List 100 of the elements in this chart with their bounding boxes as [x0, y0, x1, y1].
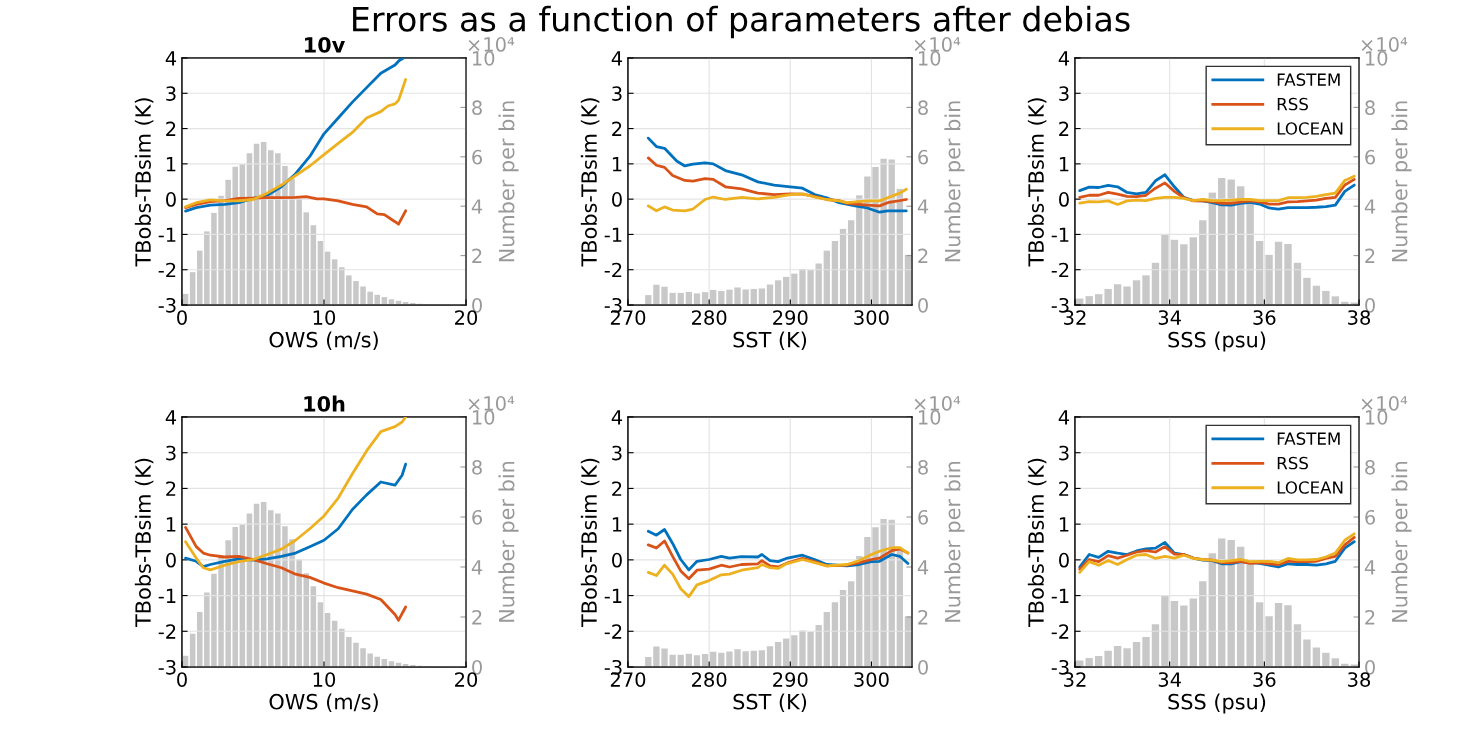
y-tick-label: 2 — [612, 121, 622, 136]
y-tick-label: 4 — [1058, 51, 1070, 66]
x-axis-title: OWS (m/s) — [269, 331, 378, 351]
y-tick-label: 2 — [612, 481, 622, 496]
x-axis-title: OWS (m/s) — [269, 693, 378, 713]
y-tick-label: -1 — [1051, 588, 1069, 603]
y2-tick-label: 8 — [472, 100, 482, 116]
y-tick-label: 1 — [612, 157, 622, 172]
y-tick-label: -1 — [158, 227, 176, 242]
y2-tick-label: 4 — [1364, 199, 1376, 214]
x-tick-label: 10 — [313, 672, 336, 687]
y2-tick-label: 6 — [1365, 149, 1376, 165]
legend-label: LOCEAN — [1277, 481, 1343, 494]
y2-axis-title: Number per bin — [944, 461, 965, 622]
y-tick-label: -3 — [158, 297, 176, 313]
x-axis-title: SSS (psu) — [1168, 331, 1266, 352]
y2-axis-title: Number per bin — [944, 101, 965, 262]
y-axis-title: TBobs-TBsim (K) — [134, 458, 154, 628]
y2-tick-label: 8 — [1365, 459, 1375, 475]
x-tick-label: 36 — [1253, 310, 1276, 325]
y-tick-label: -2 — [158, 262, 176, 278]
y2-tick-label: 8 — [918, 100, 928, 116]
y2-tick-label: 0 — [918, 297, 928, 313]
legend-label: FASTEM — [1277, 432, 1340, 445]
x-tick-label: 300 — [854, 672, 889, 687]
y2-tick-label: 6 — [1365, 509, 1376, 525]
y2-tick-label: 10 — [473, 409, 495, 425]
y-axis-title: TBobs-TBsim (K) — [1027, 98, 1047, 267]
x-tick-label: 34 — [1158, 310, 1181, 325]
x-axis-title: SSS (psu) — [1168, 693, 1266, 714]
text: ×10⁴ — [1361, 396, 1408, 411]
y2-axis-title: Number per bin — [1391, 461, 1412, 622]
legend-label: RSS — [1277, 97, 1308, 111]
y2-tick-label: 2 — [472, 248, 482, 263]
y2-tick-label: 8 — [918, 459, 928, 475]
y-axis-title: TBobs-TBsim (K) — [1027, 458, 1047, 628]
text: ×10⁴ — [914, 396, 961, 411]
x-tick-label: 10 — [313, 310, 336, 325]
y2-tick-label: 2 — [918, 609, 928, 625]
y-tick-label: 3 — [1059, 86, 1069, 101]
y-tick-label: 3 — [166, 86, 176, 101]
y2-tick-label: 4 — [471, 560, 483, 575]
y-tick-label: 4 — [611, 51, 623, 66]
y-tick-label: -2 — [1051, 624, 1069, 639]
y-tick-label: 4 — [611, 410, 623, 425]
x-tick-label: 280 — [692, 672, 727, 687]
y-axis-title: TBobs-TBsim (K) — [580, 458, 600, 628]
x-tick-label: 290 — [773, 672, 808, 687]
y-tick-label: 1 — [166, 157, 176, 172]
y2-tick-label: 6 — [918, 509, 929, 525]
y2-tick-label: 2 — [1365, 609, 1375, 625]
x-tick-label: 36 — [1253, 672, 1276, 687]
y2-axis-title: Number per bin — [498, 101, 519, 262]
text: ×10⁴ — [1361, 37, 1408, 52]
y-tick-label: -3 — [158, 659, 176, 675]
y-tick-label: -2 — [158, 624, 176, 639]
text: ×10⁴ — [914, 37, 961, 52]
y-tick-label: 1 — [166, 517, 176, 532]
x-axis-title: SST (K) — [733, 693, 807, 713]
y-tick-label: 0 — [166, 552, 176, 568]
y-tick-label: 0 — [612, 192, 622, 207]
y-tick-label: 3 — [612, 86, 622, 101]
y-tick-label: -2 — [604, 624, 622, 639]
y2-tick-label: 2 — [1365, 248, 1375, 263]
y-tick-label: 2 — [166, 481, 176, 496]
x-tick-label: 0 — [177, 672, 187, 687]
y-tick-label: 1 — [612, 517, 622, 532]
y-tick-label: 0 — [1059, 192, 1069, 207]
x-tick-label: 0 — [177, 310, 187, 325]
y-axis-title: TBobs-TBsim (K) — [580, 98, 600, 267]
y-tick-label: 0 — [612, 552, 622, 568]
x-tick-label: 290 — [773, 310, 808, 325]
text: ×10⁴ — [468, 37, 515, 52]
y-tick-label: 4 — [165, 51, 177, 66]
y2-tick-label: 10 — [919, 409, 941, 425]
y-tick-label: 1 — [1059, 517, 1069, 532]
y-tick-label: 4 — [165, 410, 177, 425]
x-tick-label: 300 — [854, 310, 889, 325]
y-tick-label: -1 — [1051, 227, 1069, 242]
y2-tick-label: 0 — [918, 659, 928, 675]
legend-label: LOCEAN — [1277, 122, 1343, 135]
y2-tick-label: 2 — [472, 609, 482, 625]
y2-tick-label: 10 — [919, 50, 941, 66]
y2-axis-title: Number per bin — [498, 461, 519, 622]
y2-tick-label: 4 — [471, 199, 483, 214]
y2-tick-label: 4 — [917, 199, 929, 214]
y2-tick-label: 10 — [1366, 50, 1388, 66]
y2-tick-label: 2 — [918, 248, 928, 263]
y-tick-label: 0 — [166, 192, 176, 207]
y2-tick-label: 10 — [473, 50, 495, 66]
y2-tick-label: 8 — [472, 459, 482, 475]
chart-title: 10h — [304, 395, 345, 412]
y-tick-label: -1 — [604, 227, 622, 242]
y2-tick-label: 4 — [917, 560, 929, 575]
y-tick-label: 4 — [1058, 410, 1070, 425]
text: ×10⁴ — [468, 396, 515, 411]
chart-title: 10v — [305, 36, 345, 53]
x-tick-label: 34 — [1158, 672, 1181, 687]
legend-label: RSS — [1277, 456, 1308, 470]
y-tick-label: 3 — [1059, 445, 1069, 461]
